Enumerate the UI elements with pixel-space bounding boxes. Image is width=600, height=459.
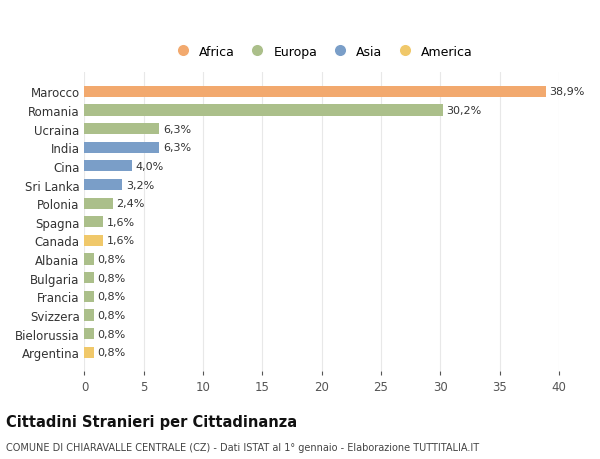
Text: 2,4%: 2,4%	[116, 199, 145, 209]
Bar	[85, 142, 159, 153]
Text: 0,8%: 0,8%	[98, 254, 126, 264]
Bar	[85, 198, 113, 209]
Bar	[85, 254, 94, 265]
Text: 0,8%: 0,8%	[98, 310, 126, 320]
Bar	[85, 105, 443, 116]
Bar	[85, 291, 94, 302]
Text: 0,8%: 0,8%	[98, 291, 126, 302]
Text: 3,2%: 3,2%	[126, 180, 154, 190]
Text: 0,8%: 0,8%	[98, 347, 126, 358]
Text: COMUNE DI CHIARAVALLE CENTRALE (CZ) - Dati ISTAT al 1° gennaio - Elaborazione TU: COMUNE DI CHIARAVALLE CENTRALE (CZ) - Da…	[6, 442, 479, 452]
Bar	[85, 124, 159, 135]
Text: 30,2%: 30,2%	[446, 106, 481, 116]
Bar	[85, 310, 94, 321]
Text: 38,9%: 38,9%	[550, 87, 585, 97]
Text: 0,8%: 0,8%	[98, 329, 126, 339]
Text: 1,6%: 1,6%	[107, 217, 135, 227]
Bar	[85, 273, 94, 284]
Bar	[85, 87, 546, 98]
Text: 6,3%: 6,3%	[163, 143, 191, 153]
Bar	[85, 161, 132, 172]
Text: 6,3%: 6,3%	[163, 124, 191, 134]
Legend: Africa, Europa, Asia, America: Africa, Europa, Asia, America	[166, 40, 478, 63]
Text: 4,0%: 4,0%	[136, 162, 164, 172]
Text: 1,6%: 1,6%	[107, 236, 135, 246]
Bar	[85, 347, 94, 358]
Bar	[85, 328, 94, 339]
Bar	[85, 217, 103, 228]
Bar	[85, 179, 122, 190]
Bar	[85, 235, 103, 246]
Text: Cittadini Stranieri per Cittadinanza: Cittadini Stranieri per Cittadinanza	[6, 414, 297, 429]
Text: 0,8%: 0,8%	[98, 273, 126, 283]
